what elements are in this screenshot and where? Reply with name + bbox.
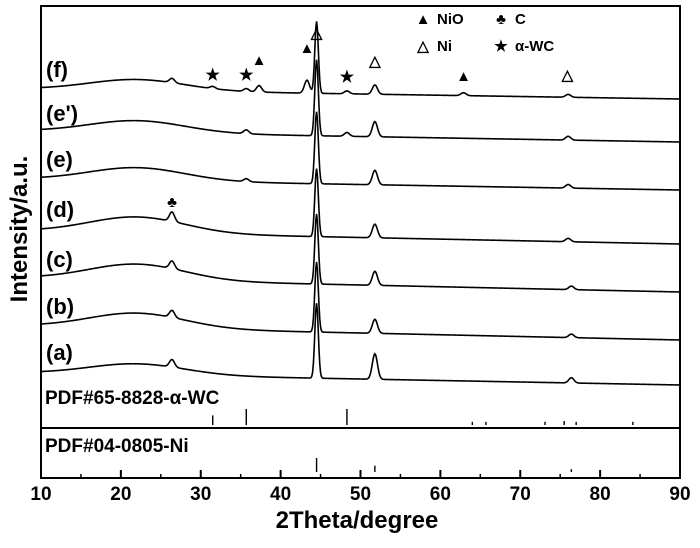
curve-label: (c) — [46, 247, 73, 272]
legend-symbol: ♣ — [496, 11, 506, 28]
x-tick-label: 70 — [510, 484, 531, 505]
phase-marker: ★ — [239, 67, 254, 84]
curve-label: (f) — [46, 57, 68, 82]
legend-label: NiO — [437, 11, 464, 28]
legend-label: C — [515, 11, 526, 28]
x-tick-label: 90 — [669, 484, 690, 505]
x-tick-label: 60 — [430, 484, 451, 505]
xrd-curve — [40, 261, 681, 341]
legend-symbol: ▲ — [416, 11, 431, 28]
curve-label: (b) — [46, 294, 74, 319]
legend-symbol: △ — [416, 38, 429, 55]
xrd-curve — [40, 111, 681, 191]
curve-label: (a) — [46, 340, 73, 365]
x-tick-label: 20 — [110, 484, 131, 505]
x-tick-label: 30 — [190, 484, 211, 505]
curve-label: (d) — [46, 197, 74, 222]
reference-patterns: PDF#65-8828-α-WC PDF#04-0805-Ni — [45, 388, 634, 472]
phase-markers: ★ ★▲▲△★△▲ △♣ — [167, 25, 574, 211]
xrd-curve — [40, 59, 681, 143]
phase-marker: △ — [561, 67, 574, 84]
reference-label: PDF#65-8828-α-WC — [45, 388, 220, 409]
phase-marker: ▲ — [456, 68, 471, 85]
phase-marker: ▲ — [300, 40, 315, 57]
phase-marker: ★ — [340, 69, 355, 86]
xrd-curve — [40, 303, 681, 386]
y-axis-title: Intensity/a.u. — [6, 156, 33, 303]
reference-label: PDF#04-0805-Ni — [45, 436, 189, 457]
x-tick-label: 80 — [590, 484, 611, 505]
xrd-curve — [40, 21, 681, 100]
x-tick-label: 50 — [350, 484, 371, 505]
legend: ▲ NiO ♣ C △ Ni ★ α-WC — [416, 11, 555, 55]
phase-marker: ♣ — [167, 194, 177, 211]
x-axis: 10 20 30 40 50 60 70 80 90 — [30, 470, 691, 505]
curve-label: (e') — [46, 101, 78, 126]
legend-label: α-WC — [515, 38, 554, 55]
xrd-curve — [40, 213, 681, 293]
diffraction-curves: (a) (b) (c) (d) (e) (e') (f) — [40, 21, 681, 386]
legend-label: Ni — [437, 38, 452, 55]
xrd-curve — [40, 168, 681, 245]
x-tick-label: 40 — [270, 484, 291, 505]
phase-marker: ★ — [206, 67, 221, 84]
x-tick-label: 10 — [30, 484, 51, 505]
x-axis-title: 2Theta/degree — [276, 507, 439, 534]
phase-marker: ▲ — [252, 52, 267, 69]
curve-label: (e) — [46, 147, 73, 172]
phase-marker: △ — [368, 53, 381, 70]
legend-symbol: ★ — [494, 38, 508, 55]
phase-marker: △ — [310, 25, 323, 42]
